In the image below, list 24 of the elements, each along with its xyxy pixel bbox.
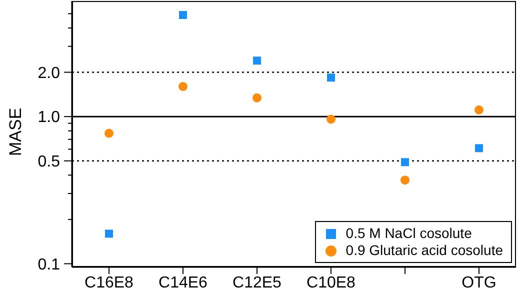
y-tick-label: 2.0 bbox=[38, 64, 60, 82]
point bbox=[400, 176, 410, 185]
y-tick-label: 0.1 bbox=[38, 256, 60, 274]
point bbox=[401, 158, 409, 166]
point bbox=[474, 105, 484, 114]
point bbox=[475, 144, 483, 152]
point bbox=[105, 230, 113, 238]
y-tick-label: 0.5 bbox=[38, 153, 60, 170]
point bbox=[179, 11, 187, 19]
point bbox=[327, 74, 335, 82]
y-tick-label: 1.0 bbox=[38, 109, 60, 126]
legend-label: 0.5 M NaCl cosolute bbox=[346, 225, 472, 242]
x-tick-label: C12E5 bbox=[232, 274, 282, 292]
x-tick-label: C16E8 bbox=[84, 274, 134, 292]
point bbox=[178, 82, 188, 92]
legend-label: 0.9 Glutaric acid cosolute bbox=[346, 242, 503, 259]
x-tick-label: C14E6 bbox=[158, 274, 208, 292]
point bbox=[326, 114, 336, 124]
point bbox=[253, 56, 261, 65]
point bbox=[252, 93, 262, 102]
x-tick-label: C10E8 bbox=[306, 274, 356, 292]
y-axis-title: MASE bbox=[6, 108, 26, 156]
point bbox=[104, 128, 114, 138]
x-tick-label: OTG bbox=[462, 274, 496, 292]
